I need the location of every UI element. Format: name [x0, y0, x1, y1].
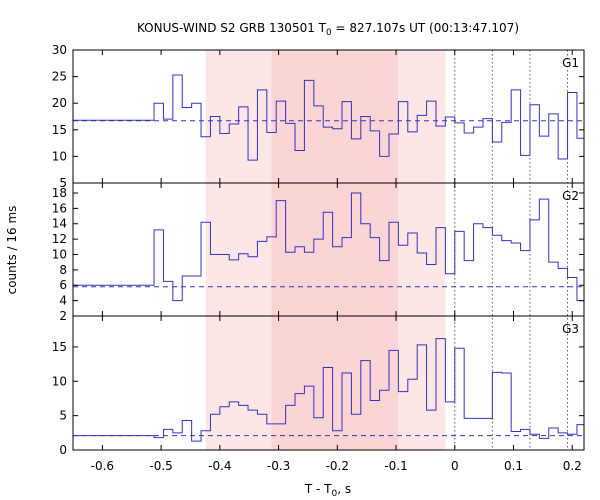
shaded-interval-light: [398, 50, 446, 450]
panel-label-G2: G2: [562, 189, 579, 203]
x-tick-label: -0.2: [326, 459, 349, 473]
y-tick-label-G3: 10: [52, 374, 67, 388]
series-G2: [73, 192, 585, 303]
y-tick-label-G2: 8: [59, 263, 67, 277]
y-tick-label-G3: 0: [59, 443, 67, 457]
x-tick-label: -0.4: [208, 459, 231, 473]
x-tick-label: -0.1: [384, 459, 407, 473]
y-tick-label-G1: 25: [52, 70, 67, 84]
y-tick-label-G2: 4: [59, 294, 67, 308]
y-tick-label-G2: 2: [59, 309, 67, 323]
x-tick-label: 0.1: [504, 459, 523, 473]
y-tick-label-G2: 12: [52, 232, 67, 246]
y-tick-label-G1: 15: [52, 123, 67, 137]
x-tick-label: -0.3: [267, 459, 290, 473]
y-axis-label: counts / 16 ms: [5, 206, 19, 295]
shaded-interval-dark: [271, 50, 399, 450]
y-tick-label-G3: 5: [59, 409, 67, 423]
panel-frame-G3: [72, 315, 585, 451]
y-tick-label-G1: 5: [59, 176, 67, 190]
panel-label-G1: G1: [562, 56, 579, 70]
y-tick-label-G2: 18: [52, 186, 67, 200]
y-tick-label-G2: 6: [59, 278, 67, 292]
y-tick-label-G2: 10: [52, 247, 67, 261]
y-tick-label-G3: 15: [52, 340, 67, 354]
y-tick-label-G1: 20: [52, 96, 67, 110]
y-tick-label-G2: 16: [52, 201, 67, 215]
x-tick-label: -0.6: [91, 459, 114, 473]
y-tick-label-G1: 10: [52, 149, 67, 163]
x-tick-label: 0.2: [563, 459, 582, 473]
x-tick-label: 0: [451, 459, 459, 473]
series-G1: [73, 74, 585, 161]
y-tick-label-G2: 14: [52, 217, 67, 231]
chart-title: KONUS-WIND S2 GRB 130501 T0 = 827.107s U…: [137, 21, 519, 38]
panel-label-G3: G3: [562, 322, 579, 336]
x-tick-label: -0.5: [149, 459, 172, 473]
x-axis-label: T - T0, s: [304, 482, 351, 499]
series-G3: [73, 338, 585, 444]
y-tick-label-G1: 30: [52, 43, 67, 57]
